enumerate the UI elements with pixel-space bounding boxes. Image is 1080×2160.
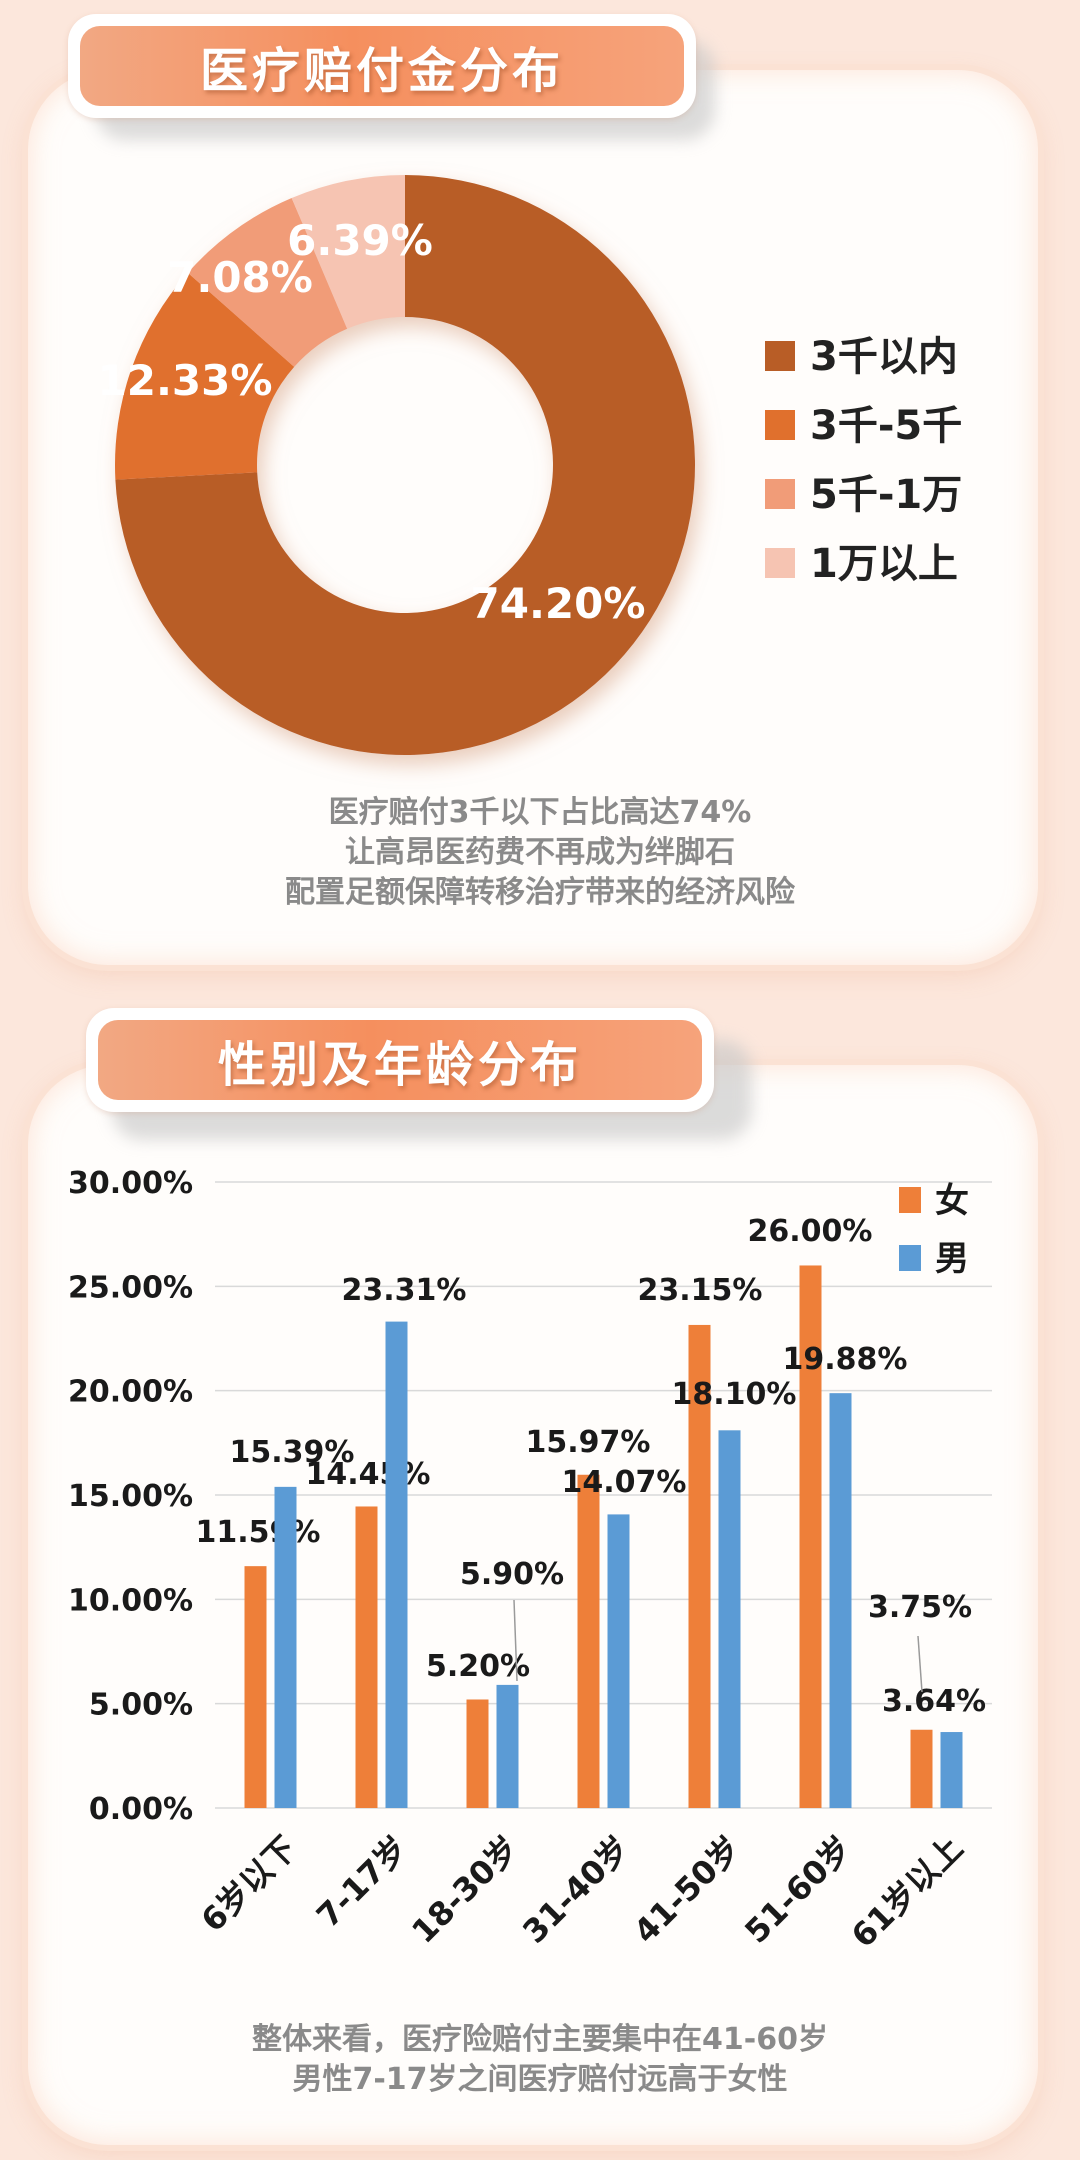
x-tick-label: 61岁以上 bbox=[844, 1829, 970, 1955]
legend-label-男: 男 bbox=[935, 1239, 969, 1279]
bar-label-女-7: 3.75% bbox=[868, 1590, 972, 1625]
bar-label-男-7: 3.64% bbox=[882, 1684, 986, 1719]
bar-label-女-6: 26.00% bbox=[748, 1214, 873, 1249]
payout-title: 医疗赔付金分布 bbox=[80, 26, 684, 106]
legend-label-女: 女 bbox=[935, 1181, 969, 1221]
bar-label-女-4: 15.97% bbox=[526, 1425, 651, 1460]
leader-line bbox=[917, 1635, 923, 1693]
bar-label-男-3: 5.90% bbox=[460, 1557, 564, 1592]
bar-女-2 bbox=[355, 1506, 378, 1808]
legend-swatch-4 bbox=[765, 548, 795, 578]
legend-swatch-1 bbox=[765, 341, 795, 371]
bar-label-男-6: 19.88% bbox=[783, 1342, 908, 1377]
x-tick-label: 7-17岁 bbox=[309, 1829, 415, 1935]
donut-slice-label-2: 12.33% bbox=[98, 356, 273, 405]
gender-age-title: 性别及年龄分布 bbox=[98, 1020, 702, 1100]
bar-女-4 bbox=[577, 1474, 600, 1808]
bar-男-3 bbox=[496, 1684, 519, 1808]
donut-slice-2 bbox=[115, 272, 295, 480]
gender-age-caption-line-2: 男性7-17岁之间医疗赔付远高于女性 bbox=[292, 2062, 788, 2097]
legend-label-1: 3千以内 bbox=[810, 334, 958, 380]
x-tick-label: 18-30岁 bbox=[404, 1829, 526, 1951]
y-tick-label: 20.00% bbox=[68, 1375, 193, 1410]
y-tick-label: 25.00% bbox=[68, 1270, 193, 1305]
payout-caption-line-2: 让高昂医药费不再成为绊脚石 bbox=[345, 835, 735, 870]
y-tick-label: 0.00% bbox=[89, 1792, 193, 1827]
x-tick-label: 41-50岁 bbox=[626, 1829, 748, 1951]
gender-age-title-banner: 性别及年龄分布 bbox=[86, 1008, 714, 1112]
donut-slice-label-1: 74.20% bbox=[471, 579, 646, 628]
bar-男-7 bbox=[940, 1732, 963, 1808]
bar-女-5 bbox=[688, 1324, 711, 1808]
legend-swatch-男 bbox=[899, 1245, 921, 1271]
x-tick-label: 31-40岁 bbox=[515, 1829, 637, 1951]
y-tick-label: 5.00% bbox=[89, 1688, 193, 1723]
y-tick-label: 15.00% bbox=[68, 1479, 193, 1514]
bar-男-1 bbox=[274, 1486, 297, 1808]
bar-label-男-4: 14.07% bbox=[562, 1465, 687, 1500]
legend-swatch-女 bbox=[899, 1187, 921, 1213]
gender-age-caption-line-1: 整体来看，医疗险赔付主要集中在41-60岁 bbox=[252, 2022, 828, 2057]
payout-caption: 医疗赔付3千以下占比高达74% 让高昂医药费不再成为绊脚石 配置足额保障转移治疗… bbox=[0, 793, 1080, 913]
x-tick-label: 6岁以下 bbox=[194, 1829, 305, 1940]
bar-男-6 bbox=[829, 1393, 852, 1808]
legend-label-3: 5千-1万 bbox=[810, 472, 962, 518]
legend-label-2: 3千-5千 bbox=[810, 403, 962, 449]
donut-slice-1 bbox=[115, 175, 696, 755]
bar-label-男-2: 23.31% bbox=[342, 1273, 467, 1308]
bar-label-女-1: 11.59% bbox=[196, 1515, 321, 1550]
bar-label-男-5: 18.10% bbox=[672, 1377, 797, 1412]
gender-age-card bbox=[28, 1065, 1038, 2145]
y-tick-label: 10.00% bbox=[68, 1583, 193, 1618]
gender-age-caption: 整体来看，医疗险赔付主要集中在41-60岁 男性7-17岁之间医疗赔付远高于女性 bbox=[0, 2020, 1080, 2100]
donut-slice-label-3: 7.08% bbox=[167, 253, 313, 302]
donut-slice-label-4: 6.39% bbox=[287, 216, 433, 265]
bar-label-女-2: 14.45% bbox=[306, 1457, 431, 1492]
bar-女-3 bbox=[466, 1699, 489, 1808]
bar-女-1 bbox=[244, 1566, 267, 1808]
payout-title-banner: 医疗赔付金分布 bbox=[68, 14, 696, 118]
bar-label-女-3: 5.20% bbox=[426, 1649, 530, 1684]
payout-caption-line-3: 配置足额保障转移治疗带来的经济风险 bbox=[285, 875, 795, 910]
x-tick-label: 51-60岁 bbox=[737, 1829, 859, 1951]
bar-男-4 bbox=[607, 1514, 630, 1808]
donut-slice-4 bbox=[291, 175, 405, 329]
donut-slice-3 bbox=[187, 198, 348, 367]
leader-line bbox=[513, 1599, 518, 1682]
bar-女-6 bbox=[799, 1265, 822, 1808]
legend-swatch-2 bbox=[765, 410, 795, 440]
bar-男-5 bbox=[718, 1430, 741, 1808]
payout-caption-line-1: 医疗赔付3千以下占比高达74% bbox=[328, 795, 752, 830]
y-tick-label: 30.00% bbox=[68, 1166, 193, 1201]
bar-男-2 bbox=[385, 1321, 408, 1808]
legend-swatch-3 bbox=[765, 479, 795, 509]
bar-女-7 bbox=[910, 1729, 933, 1808]
bar-label-女-5: 23.15% bbox=[638, 1273, 763, 1308]
legend-label-4: 1万以上 bbox=[810, 541, 958, 587]
bar-label-男-1: 15.39% bbox=[230, 1435, 355, 1470]
